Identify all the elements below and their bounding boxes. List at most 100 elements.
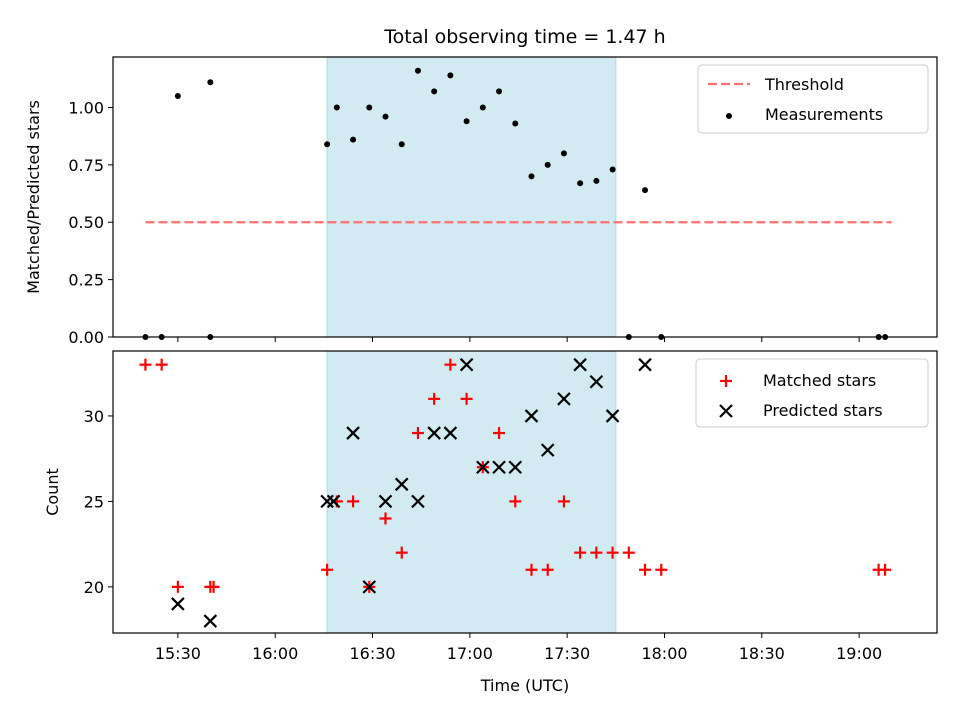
- measurement-point: [414, 67, 421, 74]
- measurement-point: [577, 180, 584, 187]
- observing-window-shade: [326, 56, 617, 338]
- y-tick-label: 25: [84, 492, 104, 511]
- x-marker-b: [719, 404, 733, 418]
- legend-predicted-swatch: [719, 404, 733, 418]
- measurement-point: [366, 104, 373, 111]
- x-marker-b: [638, 357, 652, 372]
- count-panel: 20 25 30 15:30 16:00 16:30 17:00 17:30 18:00 18:…: [43, 350, 938, 695]
- y-tick-label: 1.00: [68, 98, 104, 117]
- ratio-plot-frame: [112, 56, 938, 338]
- x-marker-b: [573, 357, 587, 372]
- legend-measurements-label: Measurements: [765, 105, 883, 124]
- measurement-point: [174, 93, 181, 100]
- y-tick-label: 20: [84, 578, 104, 597]
- matched-star-marker: [509, 495, 522, 508]
- predicted-star-marker: [476, 460, 490, 474]
- predicted-star-marker: [378, 494, 393, 509]
- predicted-star-marker: [443, 426, 458, 440]
- x-marker-b: [411, 494, 425, 509]
- y-tick-label: 0.00: [68, 328, 104, 347]
- y-tick-label: 0.50: [68, 213, 104, 232]
- measurement-point: [593, 177, 600, 184]
- x-marker-b: [443, 426, 458, 440]
- x-axis-label: Time (UTC): [480, 676, 569, 695]
- measurement-point: [544, 161, 551, 168]
- legend-measurements-swatch: [726, 113, 732, 119]
- matched-star-marker: [574, 546, 587, 559]
- predicted-star-marker: [427, 426, 441, 440]
- x-marker-b: [362, 580, 377, 594]
- x-marker-b: [346, 426, 360, 440]
- measurement-point: [463, 118, 470, 125]
- matched-star-marker: [622, 546, 635, 559]
- x-marker-b: [203, 614, 218, 628]
- ratio-legend: Threshold Measurements: [697, 64, 929, 134]
- predicted-star-marker: [557, 392, 571, 406]
- matched-star-marker: [557, 495, 570, 508]
- x-marker-b: [524, 409, 539, 423]
- measurement-point: [609, 166, 616, 173]
- predicted-star-marker: [589, 374, 604, 389]
- y-tick-label: 30: [84, 407, 104, 426]
- matched-star-marker: [639, 563, 652, 576]
- predicted-star-marker: [459, 357, 474, 372]
- predicted-star-marker: [362, 580, 377, 594]
- x-marker-b: [589, 374, 604, 389]
- matched-star-marker: [155, 358, 168, 371]
- measurement-point: [560, 150, 567, 157]
- matched-star-marker: [347, 495, 360, 508]
- matched-star-marker: [525, 563, 538, 576]
- ratio-panel: 0.00 0.25 0.50 0.75 1.00 Matched/Predicted s…: [24, 56, 938, 347]
- predicted-star-marker: [524, 409, 539, 423]
- matched-star-marker: [541, 563, 554, 576]
- matched-star-marker: [171, 580, 184, 593]
- matched-star-marker: [379, 512, 392, 525]
- matched-star-marker: [428, 392, 441, 405]
- measurement-point: [398, 141, 405, 148]
- measurement-point: [350, 136, 357, 143]
- matched-star-marker: [460, 392, 473, 405]
- predicted-star-marker: [411, 494, 425, 509]
- x-tick-label: 15:30: [155, 644, 201, 663]
- predicted-star-marker: [394, 477, 409, 492]
- predicted-star-marker: [573, 357, 587, 372]
- measurement-point: [382, 113, 389, 120]
- count-x-ticks: 15:30 16:00 16:30 17:00 17:30 18:00 18:30 19:00: [155, 633, 882, 663]
- x-marker-b: [378, 494, 393, 509]
- ratio-x-ticks: [177, 337, 860, 342]
- matched-star-marker: [207, 580, 220, 593]
- x-tick-label: 19:00: [836, 644, 882, 663]
- y-tick-label: 0.25: [68, 271, 104, 290]
- legend-x-marker: [719, 404, 733, 418]
- observing-window-shade-count: [326, 350, 617, 634]
- ratio-legend-box: [697, 64, 929, 134]
- predicted-star-marker: [203, 614, 218, 628]
- matched-star-marker: [655, 563, 668, 576]
- matched-star-marker: [395, 546, 408, 559]
- x-marker-b: [540, 443, 555, 457]
- x-marker-b: [557, 392, 571, 406]
- ratio-y-axis-label: Matched/Predicted stars: [24, 100, 43, 294]
- x-marker-b: [394, 477, 409, 492]
- matched-star-marker: [139, 358, 152, 371]
- legend-matched-label: Matched stars: [763, 371, 876, 390]
- x-tick-label: 17:30: [544, 644, 590, 663]
- x-marker-b: [508, 460, 523, 474]
- matched-star-marker: [590, 546, 603, 559]
- legend-plus-marker: [720, 375, 732, 387]
- x-marker-b: [492, 460, 506, 474]
- matched-star-marker: [321, 563, 334, 576]
- x-marker-b: [476, 460, 490, 474]
- count-legend-box: [695, 358, 929, 428]
- count-plot-frame: [112, 350, 938, 634]
- count-legend: Matched stars Predicted stars: [695, 358, 929, 428]
- legend-predicted-label: Predicted stars: [763, 401, 883, 420]
- y-tick-label: 0.75: [68, 156, 104, 175]
- legend-threshold-label: Threshold: [764, 75, 844, 94]
- measurement-point: [333, 104, 340, 111]
- predicted-star-marker: [326, 494, 341, 509]
- measurement-point: [642, 187, 649, 194]
- measurement-point: [512, 120, 519, 127]
- matched-star-markers: [139, 358, 892, 593]
